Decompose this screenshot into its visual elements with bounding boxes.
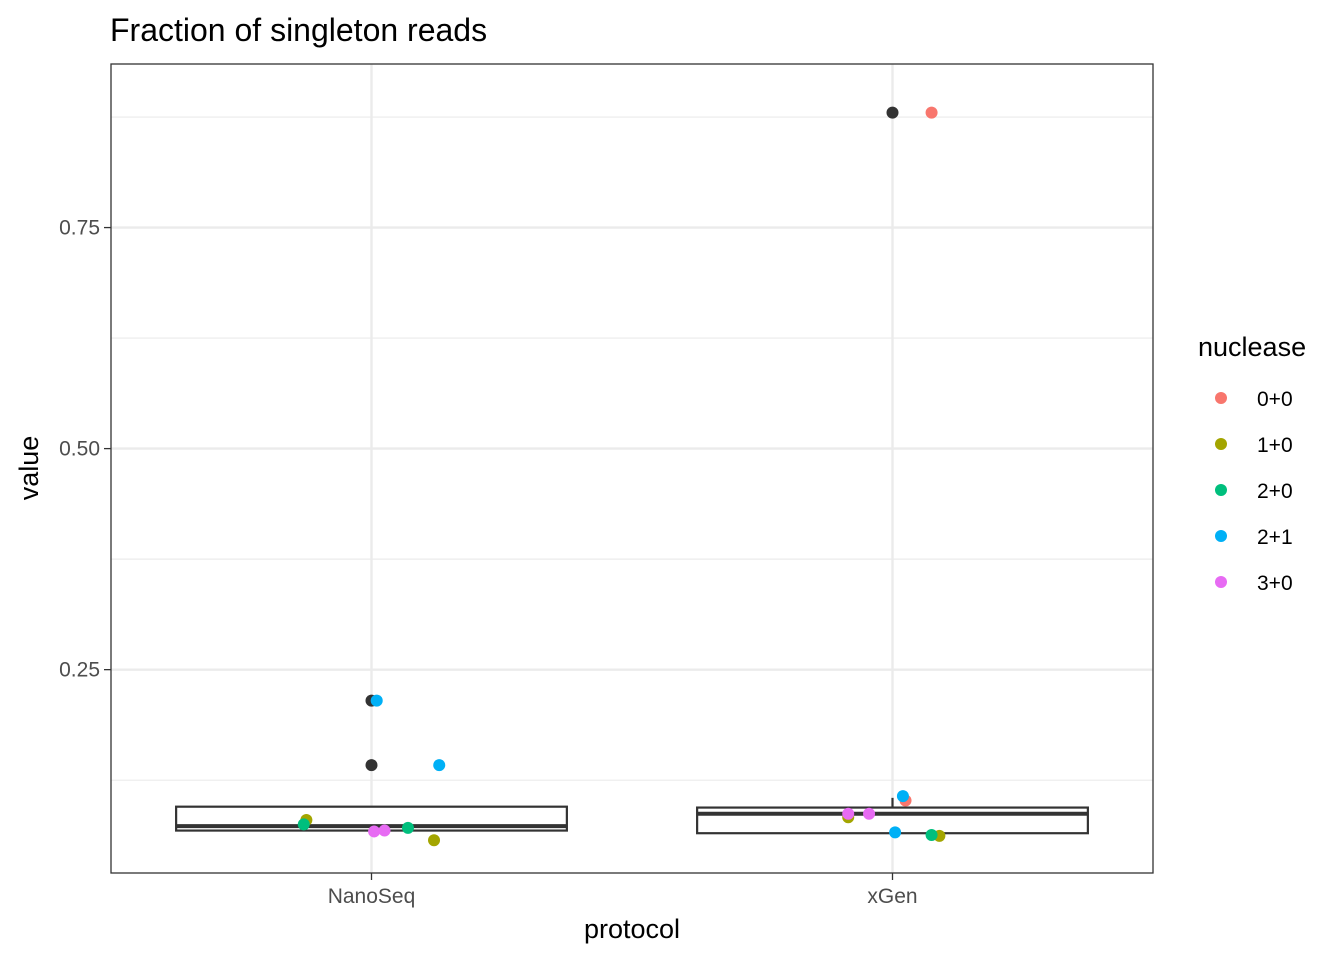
x-tick-label: NanoSeq	[328, 885, 416, 908]
legend-key-2+1	[1215, 530, 1227, 542]
grid-lines	[111, 64, 1153, 873]
data-point-2+0	[297, 818, 310, 831]
data-point-1+0	[428, 834, 441, 847]
data-point-2+1	[896, 790, 909, 803]
legend-item: 3+0	[1215, 572, 1293, 595]
data-point-3+0	[842, 807, 855, 820]
legend-label: 3+0	[1257, 572, 1293, 595]
data-point-0+0	[925, 106, 938, 119]
point-layer	[297, 106, 946, 847]
x-axis-title: protocol	[584, 914, 680, 944]
plot-panel	[110, 63, 1154, 874]
legend-key-1+0	[1215, 438, 1227, 450]
y-tick-label: 0.25	[59, 659, 100, 682]
data-point-2+0	[925, 828, 938, 841]
legend-key-0+0	[1215, 392, 1227, 404]
legend-item: 2+0	[1215, 480, 1293, 503]
legend-label: 0+0	[1257, 388, 1293, 411]
outlier-point	[365, 759, 378, 772]
y-axis: 0.25 0.50 0.75	[59, 217, 111, 682]
legend: nuclease 0+0 1+0 2+0 2+1 3+0	[1198, 332, 1306, 595]
outlier-point	[886, 106, 899, 119]
data-point-2+1	[889, 826, 902, 839]
legend-title: nuclease	[1198, 332, 1306, 362]
legend-key-3+0	[1215, 576, 1227, 588]
data-point-3+0	[863, 807, 876, 820]
legend-label: 1+0	[1257, 434, 1293, 457]
legend-key-2+0	[1215, 484, 1227, 496]
panel-background	[111, 64, 1153, 873]
legend-label: 2+0	[1257, 480, 1293, 503]
x-tick-label: xGen	[867, 885, 917, 908]
legend-item: 1+0	[1215, 434, 1293, 457]
y-tick-label: 0.50	[59, 438, 100, 461]
data-point-3+0	[378, 824, 391, 837]
data-point-3+0	[368, 825, 381, 838]
data-point-2+1	[370, 694, 383, 707]
data-point-2+1	[433, 759, 446, 772]
x-axis: NanoSeq xGen	[328, 873, 918, 908]
y-tick-label: 0.75	[59, 217, 100, 240]
legend-label: 2+1	[1257, 526, 1293, 549]
legend-items: 0+0 1+0 2+0 2+1 3+0	[1215, 388, 1293, 595]
chart-title: Fraction of singleton reads	[110, 12, 487, 48]
data-point-2+0	[401, 821, 414, 834]
y-axis-title: value	[14, 436, 44, 501]
legend-item: 0+0	[1215, 388, 1293, 411]
legend-item: 2+1	[1215, 526, 1293, 549]
panel-border	[110, 63, 1154, 874]
